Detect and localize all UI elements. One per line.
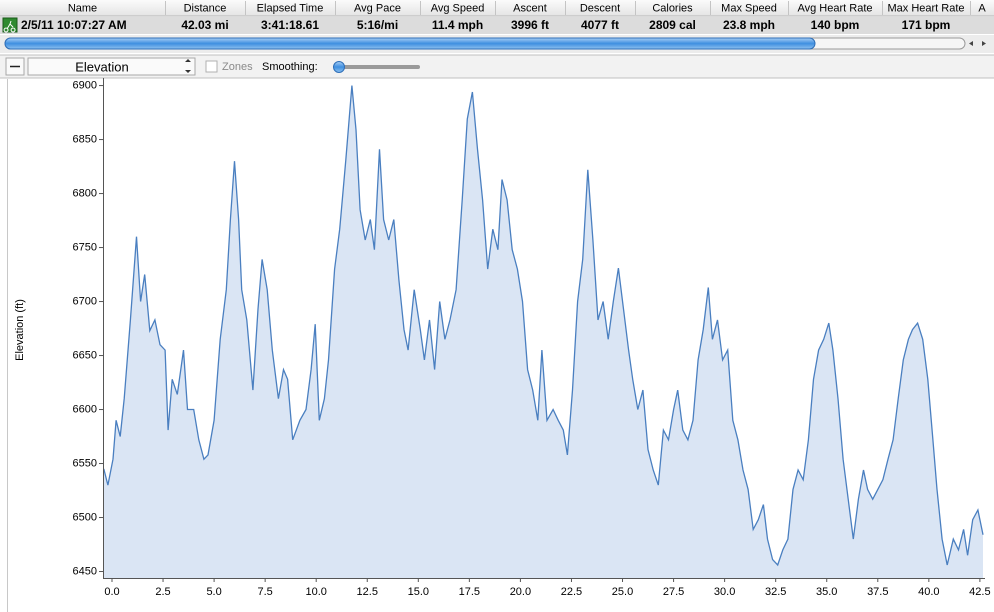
toolbar [0, 55, 994, 78]
row-cell: 42.03 mi [181, 18, 228, 32]
x-tick-label: 20.0 [510, 586, 531, 598]
x-tick-label: 35.0 [816, 586, 837, 598]
column-header: Distance [184, 2, 227, 14]
zones-label: Zones [222, 61, 253, 73]
x-tick-label: 27.5 [663, 586, 684, 598]
table-header [0, 0, 994, 16]
y-tick-label: 6550 [73, 457, 97, 469]
y-tick-label: 6650 [73, 349, 97, 361]
column-header: Avg Speed [431, 2, 485, 14]
x-tick-label: 17.5 [459, 586, 480, 598]
row-cell: 23.8 mph [723, 18, 775, 32]
column-header: Calories [652, 2, 693, 14]
row-cell: 3:41:18.61 [261, 18, 319, 32]
x-tick-label: 12.5 [357, 586, 378, 598]
scrollbar-thumb[interactable] [4, 37, 816, 50]
x-tick-label: 0.0 [104, 586, 119, 598]
x-tick-label: 32.5 [765, 586, 786, 598]
y-axis-label: Elevation (ft) [14, 299, 26, 361]
selected-row[interactable] [0, 17, 994, 34]
scroll-arrows[interactable] [969, 41, 986, 46]
column-header: A [978, 2, 986, 14]
row-cell: 2/5/11 10:07:27 AM [21, 18, 127, 32]
column-header: Ascent [513, 2, 547, 14]
column-header: Avg Heart Rate [797, 2, 872, 14]
y-tick-label: 6900 [73, 79, 97, 91]
y-tick-label: 6700 [73, 295, 97, 307]
dropdown-label: Elevation [75, 59, 128, 74]
smoothing-track [335, 65, 420, 69]
row-cell: 11.4 mph [432, 18, 483, 32]
column-header: Max Heart Rate [887, 2, 964, 14]
dropdown-arrows [185, 59, 191, 73]
x-tick-label: 42.5 [969, 586, 990, 598]
y-tick-label: 6450 [73, 565, 97, 577]
zones-checkbox[interactable] [205, 60, 218, 73]
y-tick-label: 6500 [73, 511, 97, 523]
smoothing-knob[interactable] [333, 61, 345, 73]
row-cell: 5:16/mi [357, 18, 398, 32]
elevation-line [103, 85, 984, 567]
y-tick-label: 6600 [73, 403, 97, 415]
row-cell: 4077 ft [581, 18, 619, 32]
x-tick-label: 5.0 [206, 586, 221, 598]
y-tick-label: 6750 [73, 241, 97, 253]
column-header: Name [68, 2, 97, 14]
y-tick-label: 6800 [73, 187, 97, 199]
x-tick-label: 22.5 [561, 586, 582, 598]
column-header: Avg Pace [354, 2, 401, 14]
elevation-chart: 6450 6500 6550 6600 6650 6700 6750 6800 6850 6900… [73, 78, 991, 598]
column-header: Max Speed [721, 2, 777, 14]
x-tick-label: 40.0 [918, 586, 939, 598]
x-tick-label: 7.5 [257, 586, 272, 598]
row-cell: 2809 cal [649, 18, 696, 32]
row-cell: 171 bpm [902, 18, 951, 32]
x-tick-label: 10.0 [305, 586, 326, 598]
column-header: Elapsed Time [257, 2, 324, 14]
x-tick-label: 37.5 [867, 586, 888, 598]
smoothing-label: Smoothing: [262, 61, 318, 73]
cyclist-glyph [3, 20, 16, 33]
x-tick-label: 30.0 [714, 586, 735, 598]
row-cell: 3996 ft [511, 18, 549, 32]
area-fill [103, 85, 984, 578]
x-tick-label: 25.0 [612, 586, 633, 598]
chart-type-dropdown[interactable] [27, 57, 196, 76]
x-tick-label: 15.0 [408, 586, 429, 598]
x-tick-label: 2.5 [155, 586, 170, 598]
y-tick-label: 6850 [73, 133, 97, 145]
table: Name 2/5/11 10:07:27 AM Distance 42.03 mi El… [21, 1, 986, 32]
column-header: Descent [580, 2, 620, 14]
row-cell: 140 bpm [811, 18, 860, 32]
